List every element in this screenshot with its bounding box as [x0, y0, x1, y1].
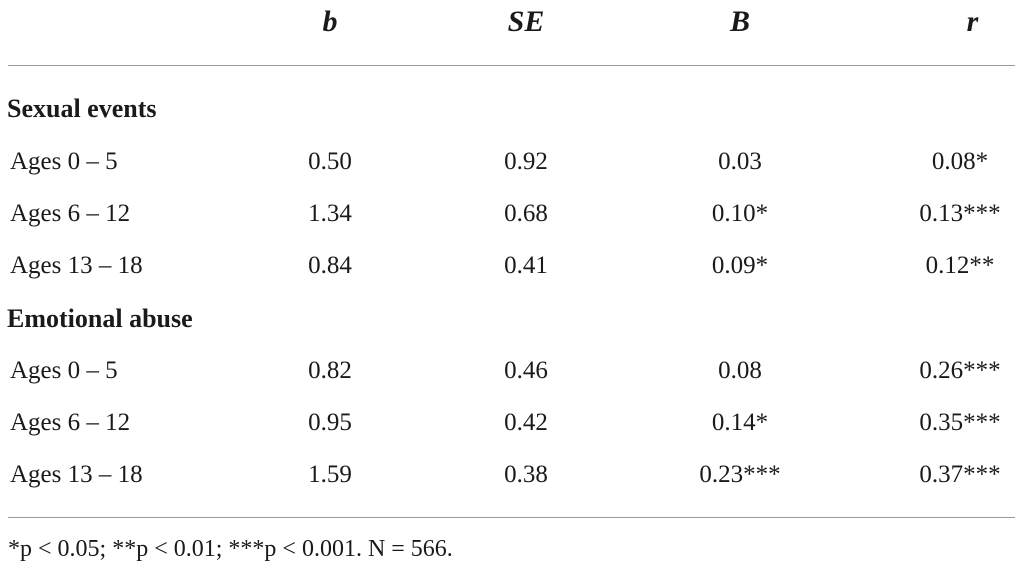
cell-se: 0.38 [504, 461, 548, 488]
cell-r: 0.37*** [919, 461, 1001, 488]
cell-se: 0.46 [504, 357, 548, 384]
cell-beta: 0.03 [718, 148, 762, 175]
cell-r: 0.26*** [919, 357, 1001, 384]
cell-b: 0.50 [308, 148, 352, 175]
cell-beta: 0.10* [711, 200, 769, 227]
table-row: Ages 0 – 5 0.50 0.92 0.03 0.08* [0, 147, 1021, 177]
table-row: Ages 6 – 12 1.34 0.68 0.10* 0.13*** [0, 199, 1021, 229]
cell-beta: 0.23*** [699, 461, 781, 488]
row-label: Ages 13 – 18 [10, 461, 143, 488]
cell-b: 0.95 [308, 409, 352, 436]
cell-beta: 0.14* [711, 409, 769, 436]
cell-se: 0.92 [504, 148, 548, 175]
cell-r: 0.35*** [919, 409, 1001, 436]
table-row: Ages 0 – 5 0.82 0.46 0.08 0.26*** [0, 356, 1021, 386]
table-row: Ages 13 – 18 0.84 0.41 0.09* 0.12** [0, 251, 1021, 281]
row-label: Ages 6 – 12 [10, 409, 131, 436]
cell-se: 0.41 [504, 252, 548, 279]
cell-se: 0.42 [504, 409, 548, 436]
table-row: Ages 6 – 12 0.95 0.42 0.14* 0.35*** [0, 408, 1021, 438]
cell-r: 0.13*** [919, 200, 1001, 227]
cell-r: 0.12** [925, 252, 995, 279]
row-label: Ages 13 – 18 [10, 252, 143, 279]
row-label: Ages 0 – 5 [10, 357, 118, 384]
column-header-r: r [966, 5, 979, 38]
header-rule [8, 65, 1015, 66]
cell-b: 1.59 [308, 461, 352, 488]
cell-beta: 0.08 [718, 357, 762, 384]
cell-se: 0.68 [504, 200, 548, 227]
cell-b: 1.34 [308, 200, 352, 227]
cell-beta: 0.09* [711, 252, 769, 279]
row-label: Ages 0 – 5 [10, 148, 118, 175]
cell-r: 0.08* [931, 148, 989, 175]
cell-b: 0.82 [308, 357, 352, 384]
table-row: Ages 13 – 18 1.59 0.38 0.23*** 0.37*** [0, 460, 1021, 490]
column-header-beta: B [729, 5, 750, 38]
column-header-b: b [322, 5, 338, 38]
section-title-emotional-abuse: Emotional abuse [7, 304, 193, 333]
row-label: Ages 6 – 12 [10, 200, 131, 227]
section-title-sexual-events: Sexual events [7, 94, 157, 123]
table-footnote: *p < 0.05; **p < 0.01; ***p < 0.001. N =… [8, 536, 453, 562]
cell-b: 0.84 [308, 252, 352, 279]
column-header-se: SE [507, 5, 545, 38]
footer-rule [8, 517, 1015, 518]
